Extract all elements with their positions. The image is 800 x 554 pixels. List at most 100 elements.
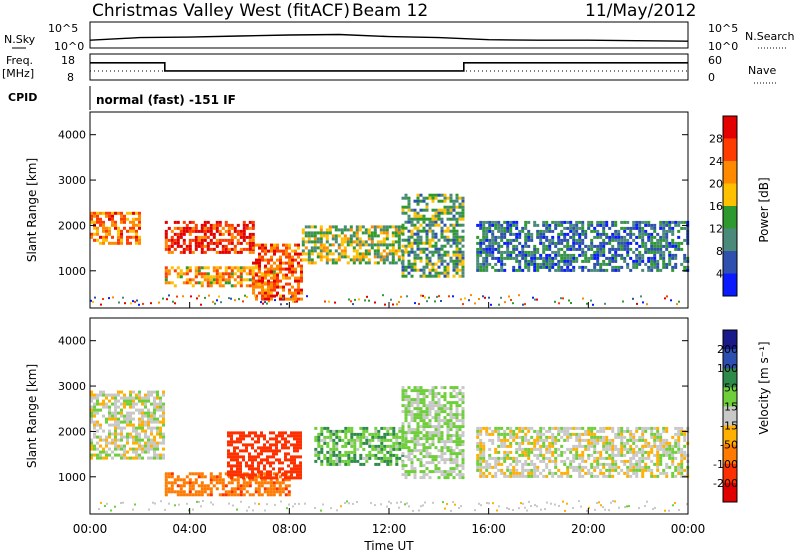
data-cell: [461, 401, 465, 405]
data-cell: [170, 266, 174, 270]
data-cell: [285, 255, 288, 259]
data-cell: [626, 441, 630, 445]
data-cell: [515, 268, 519, 272]
data-cell: [449, 211, 453, 215]
data-cell: [371, 447, 375, 451]
data-cell: [111, 235, 114, 239]
data-cell: [239, 284, 243, 288]
data-cell: [536, 465, 540, 469]
data-cell: [437, 416, 441, 420]
data-cell: [425, 232, 429, 236]
data-cell: [653, 226, 657, 230]
data-cell: [500, 226, 504, 230]
data-cell: [545, 259, 549, 263]
data-cell: [584, 438, 588, 442]
data-cell: [437, 199, 441, 203]
data-cell: [575, 247, 579, 251]
data-cell: [156, 396, 159, 400]
data-cell: [236, 281, 240, 285]
data-cell: [316, 246, 320, 250]
data-cell: [156, 417, 159, 421]
data-cell: [263, 458, 266, 462]
velocity-colorbar-swatch: [723, 368, 737, 388]
data-cell: [605, 468, 609, 472]
data-cell: [209, 284, 213, 288]
data-cell: [126, 229, 129, 233]
data-cell: [233, 284, 237, 288]
data-cell: [114, 438, 117, 442]
data-cell: [431, 268, 435, 272]
data-cell: [218, 284, 222, 288]
nsky-top-tick: 10^5: [48, 22, 78, 35]
data-cell: [129, 456, 132, 460]
data-cell: [323, 426, 327, 430]
data-cell: [413, 211, 417, 215]
data-cell: [575, 447, 579, 451]
data-cell: [164, 235, 168, 239]
data-cell: [263, 443, 266, 447]
data-cell: [260, 452, 263, 456]
data-cell: [275, 458, 278, 462]
data-cell: [560, 426, 564, 430]
data-cell: [200, 281, 204, 285]
data-cell: [152, 501, 154, 504]
data-cell: [162, 390, 165, 394]
data-cell: [245, 235, 249, 239]
data-cell: [572, 238, 576, 242]
data-cell: [141, 411, 144, 415]
data-cell: [215, 272, 219, 276]
data-cell: [218, 250, 222, 254]
data-cell: [680, 465, 684, 469]
data-cell: [524, 238, 528, 242]
data-cell: [602, 226, 606, 230]
data-cell: [647, 256, 651, 260]
data-cell: [683, 453, 687, 457]
data-cell: [554, 262, 558, 266]
data-cell: [653, 444, 657, 448]
data-cell: [656, 241, 660, 245]
data-cell: [373, 252, 377, 256]
data-cell: [452, 223, 456, 227]
data-cell: [515, 456, 519, 460]
data-cell: [554, 503, 556, 506]
data-cell: [416, 238, 420, 242]
data-cell: [407, 470, 411, 474]
data-cell: [300, 297, 303, 301]
data-cell: [144, 420, 147, 424]
data-cell: [455, 232, 459, 236]
data-cell: [449, 458, 453, 462]
data-cell: [416, 214, 420, 218]
data-cell: [428, 476, 432, 480]
data-cell: [126, 441, 129, 445]
data-cell: [254, 502, 256, 505]
data-cell: [605, 241, 609, 245]
data-cell: [239, 250, 243, 254]
data-cell: [147, 438, 150, 442]
data-cell: [539, 438, 543, 442]
data-cell: [479, 247, 483, 251]
data-cell: [96, 435, 99, 439]
data-cell: [533, 259, 537, 263]
data-cell: [524, 303, 526, 306]
data-cell: [361, 252, 365, 256]
data-cell: [138, 438, 141, 442]
data-cell: [671, 474, 675, 478]
data-cell: [412, 509, 414, 512]
data-cell: [281, 490, 285, 494]
data-cell: [671, 226, 675, 230]
data-cell: [440, 300, 442, 302]
data-cell: [299, 461, 302, 465]
data-cell: [392, 447, 396, 451]
data-cell: [572, 432, 576, 436]
data-cell: [413, 226, 417, 230]
data-cell: [434, 404, 438, 408]
data-cell: [449, 446, 453, 450]
data-cell: [629, 456, 633, 460]
data-cell: [251, 461, 254, 465]
data-cell: [566, 259, 570, 263]
data-cell: [120, 232, 123, 236]
data-cell: [479, 456, 483, 460]
data-cell: [482, 474, 486, 478]
data-cell: [401, 425, 405, 429]
data-cell: [452, 401, 456, 405]
